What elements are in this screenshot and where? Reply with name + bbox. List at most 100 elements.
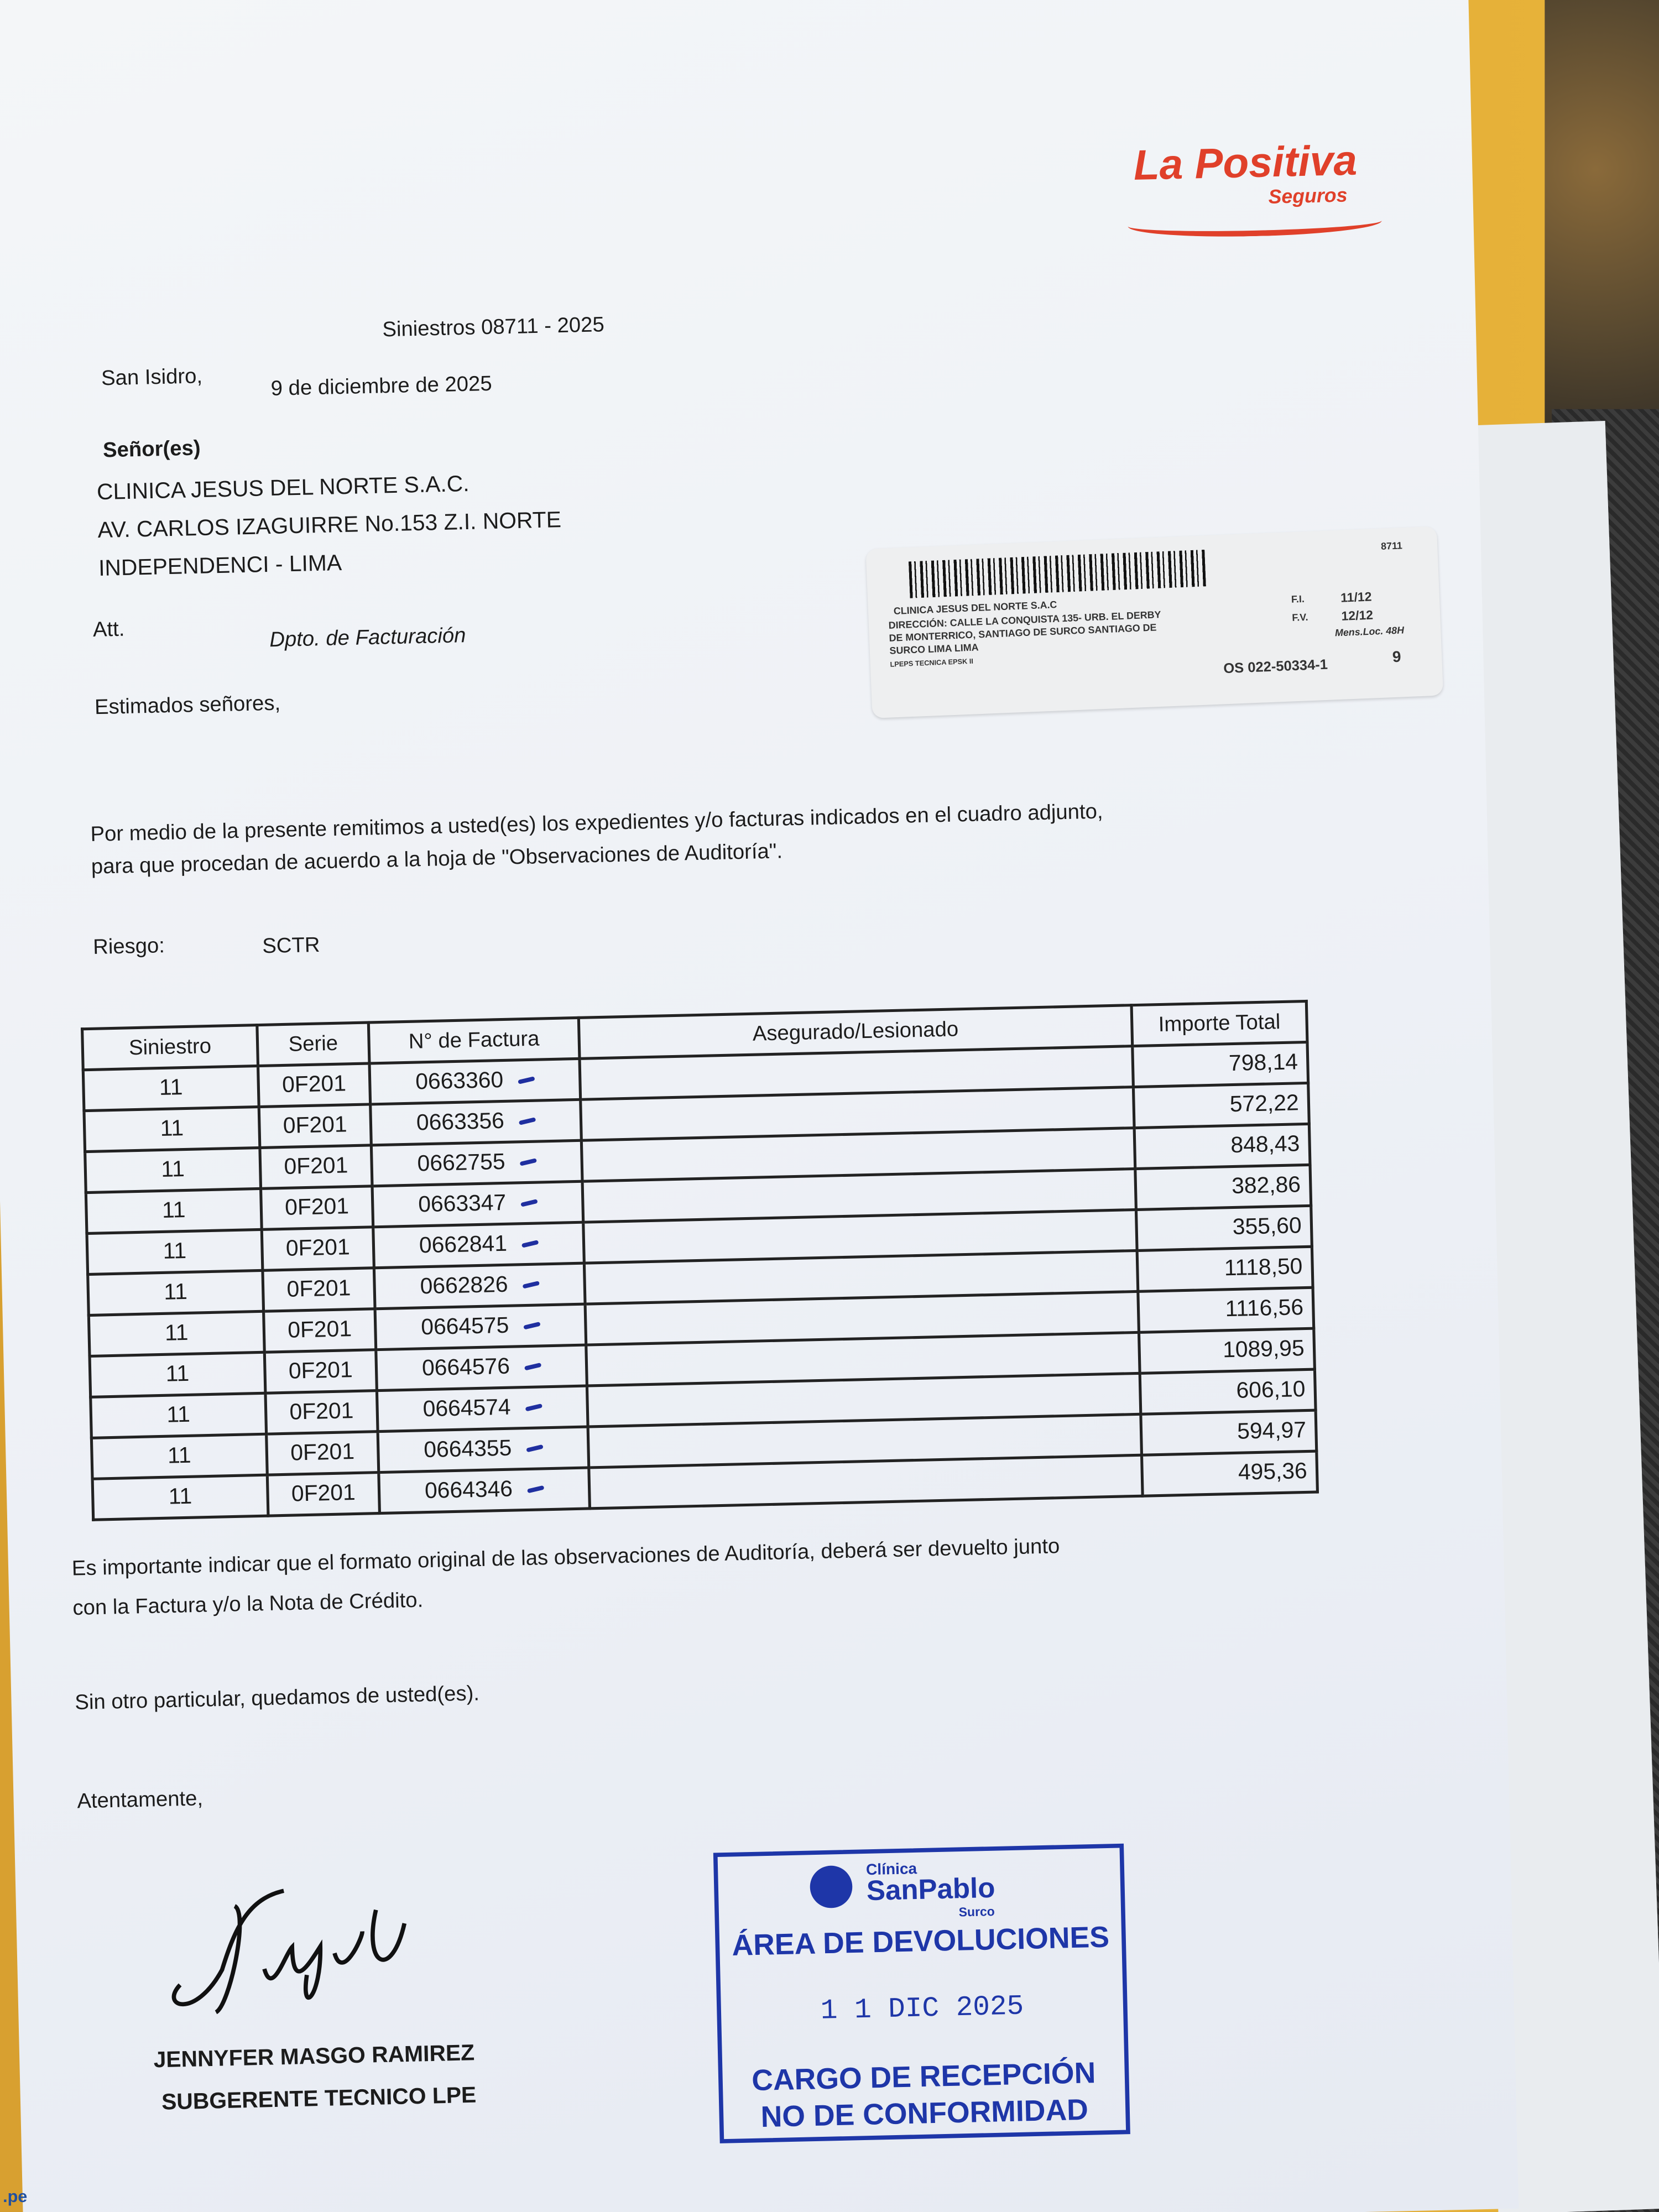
cell-text: 11 (167, 1443, 191, 1468)
cell-serie: 0F201 (262, 1227, 374, 1271)
stamp-clinic-branch: Surco (958, 1904, 995, 1919)
cell-text: 0662826 (420, 1272, 509, 1299)
cell-text: 0F201 (290, 1439, 355, 1465)
cell-importe: 1116,56 (1138, 1287, 1314, 1333)
closing-regards: Atentamente, (76, 1787, 204, 1814)
att-value: Dpto. de Facturación (269, 624, 466, 653)
cell-factura: 0662755 (371, 1140, 583, 1186)
cell-text: 0664576 (421, 1354, 510, 1381)
place: San Isidro, (101, 364, 203, 391)
col-header: Serie (257, 1022, 369, 1066)
cell-siniestro: 11 (90, 1352, 265, 1397)
cell-siniestro: 11 (86, 1229, 263, 1275)
barcode-icon (908, 549, 1206, 598)
pen-check-mark-icon (520, 1198, 538, 1207)
cell-text: 0F201 (285, 1235, 351, 1261)
cell-siniestro: 11 (92, 1475, 268, 1520)
label-number: 9 (1392, 649, 1402, 666)
la-positiva-logo: La Positiva (1133, 138, 1358, 190)
reception-stamp: Clínica SanPablo Surco ÁREA DE DEVOLUCIO… (713, 1843, 1130, 2143)
cell-siniestro: 11 (83, 1066, 259, 1111)
fv-value: 12/12 (1341, 608, 1374, 623)
cell-serie: 0F201 (259, 1145, 373, 1189)
cell-text: 11 (165, 1361, 190, 1386)
cell-text: 11 (159, 1075, 183, 1100)
cell-importe: 594,97 (1140, 1410, 1317, 1455)
cell-text: 572,22 (1229, 1091, 1300, 1117)
pen-check-mark-icon (519, 1157, 537, 1166)
cell-text: 11 (163, 1280, 188, 1305)
cell-serie: 0F201 (265, 1390, 378, 1434)
cell-text: 594,97 (1237, 1418, 1307, 1444)
closing: Sin otro particular, quedamos de usted(e… (74, 1682, 480, 1715)
pen-check-mark-icon (524, 1403, 542, 1411)
reference: Siniestros 08711 - 2025 (382, 313, 605, 342)
cell-text: 0664575 (420, 1313, 509, 1340)
cell-text: 0F201 (287, 1317, 352, 1343)
cell-importe: 848,43 (1134, 1124, 1311, 1169)
risk-label: Riesgo: (92, 933, 165, 960)
cell-text: 11 (164, 1321, 189, 1345)
greeting: Estimados señores, (94, 691, 281, 720)
pen-check-mark-icon (523, 1362, 541, 1370)
mens-loc: Mens.Loc. 48H (1334, 626, 1405, 639)
cell-text: 0662755 (417, 1150, 506, 1176)
cell-serie: 0F201 (263, 1308, 376, 1353)
col-header: Siniestro (82, 1025, 258, 1070)
body-line: Por medio de la presente remitimos a ust… (90, 800, 1103, 847)
cell-text: 11 (166, 1402, 191, 1427)
note-line: con la Factura y/o la Nota de Crédito. (72, 1588, 424, 1621)
cell-importe: 382,86 (1135, 1165, 1311, 1210)
cell-factura: 0664576 (375, 1345, 587, 1391)
cell-text: 0F201 (284, 1194, 349, 1220)
pen-check-mark-icon (525, 1444, 543, 1452)
cell-text: 11 (161, 1198, 186, 1223)
cell-importe: 355,60 (1136, 1206, 1312, 1251)
recipient-line: AV. CARLOS IZAGUIRRE No.153 Z.I. NORTE (97, 508, 562, 544)
cell-importe: 1118,50 (1137, 1246, 1313, 1292)
cell-serie: 0F201 (267, 1472, 380, 1516)
cell-serie: 0F201 (262, 1267, 375, 1312)
cell-siniestro: 11 (84, 1107, 260, 1152)
recipient-line: INDEPENDENCI - LIMA (98, 551, 342, 582)
cell-factura: 0662841 (373, 1222, 585, 1268)
note-line: Es importante indicar que el formato ori… (71, 1534, 1060, 1581)
cell-siniestro: 11 (88, 1311, 265, 1357)
cell-text: 355,60 (1232, 1213, 1302, 1239)
cell-serie: 0F201 (264, 1349, 377, 1394)
cell-text: 0663356 (416, 1109, 505, 1135)
col-header: Importe Total (1131, 1001, 1307, 1046)
cell-factura: 0664346 (378, 1467, 590, 1514)
cell-factura: 0662826 (374, 1263, 586, 1309)
cell-siniestro: 11 (86, 1188, 262, 1234)
cell-text: 11 (160, 1157, 185, 1182)
cell-text: 11 (168, 1484, 192, 1509)
salutation-to: Señor(es) (102, 436, 201, 463)
cell-factura: 0664575 (375, 1304, 586, 1350)
cell-text: 0662841 (419, 1232, 508, 1258)
label-address: SURCO LIMA LIMA (889, 643, 979, 657)
cell-text: 0F201 (281, 1071, 347, 1097)
cell-siniestro: 11 (85, 1147, 261, 1193)
cell-factura: 0663347 (372, 1181, 583, 1227)
invoices-table: Siniestro Serie N° de Factura Asegurado/… (81, 1000, 1319, 1521)
label-code: 8711 (1380, 541, 1403, 553)
cell-text: 11 (163, 1239, 187, 1264)
pen-check-mark-icon (523, 1321, 540, 1329)
pen-check-mark-icon (518, 1117, 536, 1125)
cell-text: 0663347 (418, 1191, 507, 1217)
cell-text: 0F201 (289, 1399, 354, 1425)
fi-label: F.I. (1291, 595, 1305, 606)
cell-importe: 1089,95 (1139, 1328, 1315, 1374)
cell-text: 798,14 (1228, 1050, 1298, 1076)
cell-factura: 0663360 (369, 1058, 581, 1104)
corner-text: .pe (3, 2187, 28, 2206)
cell-serie: 0F201 (260, 1186, 373, 1230)
cell-text: 11 (160, 1116, 184, 1141)
pen-check-mark-icon (526, 1485, 544, 1493)
cell-text: 495,36 (1238, 1459, 1308, 1485)
cell-text: 0663360 (415, 1068, 504, 1094)
cell-serie: 0F201 (258, 1063, 371, 1107)
cell-factura: 0664355 (378, 1426, 589, 1473)
